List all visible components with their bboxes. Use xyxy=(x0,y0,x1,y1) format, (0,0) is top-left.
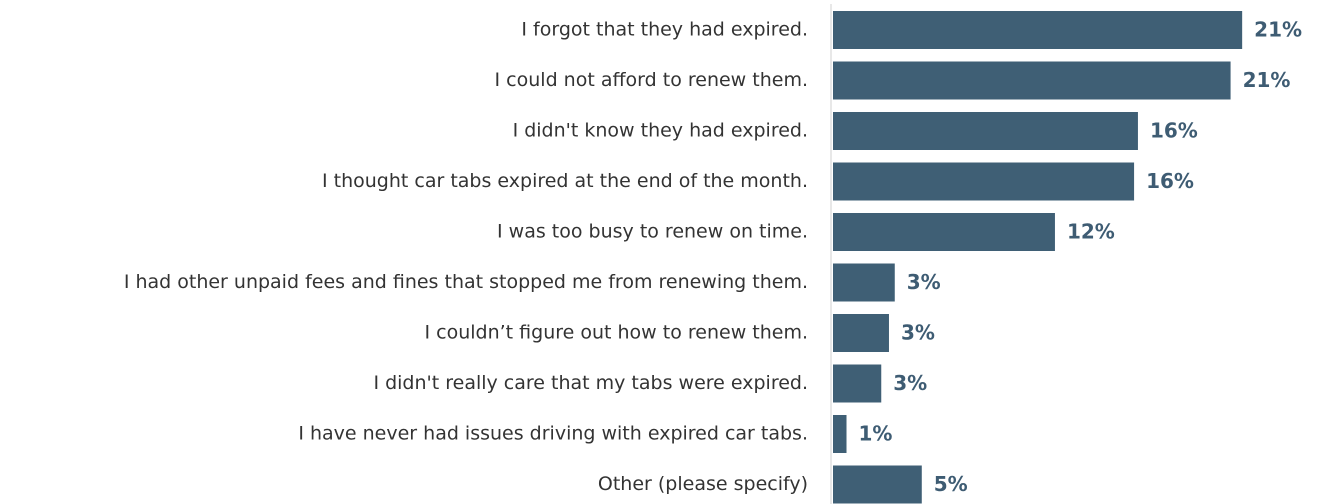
bar xyxy=(833,213,1055,251)
category-label: I could not afford to renew them. xyxy=(495,69,808,91)
bar xyxy=(833,11,1243,49)
bar xyxy=(833,61,1231,100)
value-label: 3% xyxy=(901,321,935,345)
category-label: I have never had issues driving with exp… xyxy=(298,423,808,445)
value-label: 16% xyxy=(1150,119,1198,143)
category-label: I didn't know they had expired. xyxy=(513,120,808,142)
bar xyxy=(833,112,1138,150)
bar xyxy=(833,162,1135,201)
category-label: Other (please specify) xyxy=(598,473,808,495)
value-label: 12% xyxy=(1067,220,1115,244)
category-label: I couldn’t figure out how to renew them. xyxy=(425,322,809,344)
bar xyxy=(833,465,922,504)
value-label: 16% xyxy=(1146,169,1194,193)
category-label: I thought car tabs expired at the end of… xyxy=(322,170,808,192)
bar xyxy=(833,314,889,352)
category-label: I was too busy to renew on time. xyxy=(497,221,808,243)
value-label: 5% xyxy=(934,472,968,496)
value-label: 3% xyxy=(893,371,927,395)
bar xyxy=(833,364,882,403)
value-label: 21% xyxy=(1254,18,1302,42)
category-label: I forgot that they had expired. xyxy=(521,19,808,41)
bar xyxy=(833,263,895,302)
category-label: I didn't really care that my tabs were e… xyxy=(373,372,808,394)
category-label: I had other unpaid fees and fines that s… xyxy=(124,271,808,293)
value-label: 1% xyxy=(859,422,893,446)
value-label: 3% xyxy=(907,270,941,294)
bar xyxy=(833,415,847,453)
value-label: 21% xyxy=(1243,68,1291,92)
